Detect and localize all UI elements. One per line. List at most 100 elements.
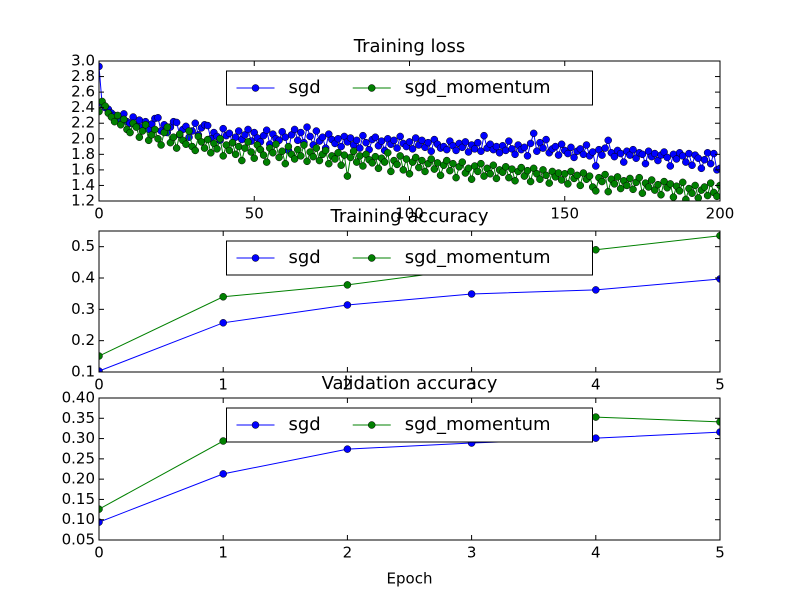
marker — [352, 136, 361, 145]
marker — [672, 155, 681, 163]
marker — [529, 129, 538, 138]
x-tick-label: 4 — [591, 376, 601, 394]
series-line — [99, 431, 720, 523]
legend: sgd sgd_momentum — [226, 240, 593, 276]
plot-area — [99, 62, 720, 201]
marker — [604, 136, 612, 145]
marker — [545, 179, 553, 187]
marker — [688, 161, 696, 169]
marker — [101, 102, 109, 110]
y-tick-label: 0.35 — [62, 409, 95, 427]
marker — [610, 180, 619, 188]
marker — [579, 150, 588, 159]
legend-marker — [367, 421, 376, 429]
marker — [474, 138, 482, 147]
marker — [523, 166, 532, 175]
marker — [297, 152, 305, 160]
marker — [356, 144, 364, 152]
marker — [477, 147, 485, 155]
x-tick-label: 1 — [218, 376, 228, 394]
marker — [269, 149, 277, 157]
marker — [492, 142, 501, 151]
marker — [306, 132, 314, 141]
marker — [700, 183, 709, 191]
marker — [352, 158, 361, 166]
legend-marker — [251, 84, 260, 92]
marker — [247, 148, 255, 156]
x-axis-label: Epoch — [387, 570, 433, 588]
marker — [474, 167, 482, 176]
marker — [393, 160, 401, 169]
marker — [641, 159, 650, 168]
marker — [182, 140, 190, 148]
marker — [99, 107, 103, 116]
marker — [99, 367, 103, 372]
marker — [191, 146, 200, 155]
marker — [427, 147, 435, 155]
marker — [415, 163, 423, 172]
marker — [576, 181, 585, 190]
x-tick-label: 5 — [715, 544, 725, 562]
marker — [585, 172, 594, 180]
marker — [430, 165, 439, 173]
marker — [138, 127, 147, 135]
marker — [592, 246, 600, 254]
series-line — [99, 235, 720, 357]
marker — [542, 135, 550, 144]
marker — [443, 156, 451, 165]
marker — [228, 138, 237, 147]
marker — [477, 159, 485, 168]
marker — [312, 127, 321, 135]
y-tick-label: 0.4 — [71, 269, 95, 287]
marker — [511, 177, 519, 185]
legend-marker — [367, 254, 376, 262]
marker — [281, 133, 290, 141]
marker — [216, 135, 224, 143]
marker — [135, 133, 144, 141]
marker — [346, 153, 355, 162]
marker — [716, 428, 720, 436]
marker — [393, 144, 401, 152]
series-line — [99, 278, 720, 372]
marker — [567, 143, 575, 152]
marker — [337, 142, 345, 151]
marker — [604, 187, 612, 196]
marker — [154, 135, 162, 143]
marker — [272, 140, 280, 148]
marker — [601, 170, 609, 179]
marker — [374, 164, 383, 173]
marker — [421, 167, 429, 176]
marker — [396, 132, 404, 141]
marker — [219, 470, 227, 478]
x-tick-label: 4 — [591, 544, 601, 562]
marker — [716, 231, 720, 240]
marker — [523, 152, 532, 160]
x-tick-label: 50 — [245, 205, 264, 223]
marker — [99, 62, 103, 71]
chart-title: Training loss — [353, 36, 466, 57]
marker — [297, 128, 305, 137]
marker — [219, 437, 227, 445]
marker — [219, 124, 227, 133]
marker — [309, 152, 317, 161]
marker — [505, 137, 513, 145]
marker — [616, 184, 625, 193]
marker — [554, 169, 563, 177]
legend: sgd sgd_momentum — [226, 407, 593, 443]
marker — [526, 177, 535, 186]
y-tick-label: 1.8 — [71, 145, 95, 163]
marker — [334, 149, 342, 157]
marker — [678, 178, 687, 187]
marker — [120, 115, 128, 124]
marker — [567, 167, 575, 176]
marker — [592, 413, 600, 421]
marker — [424, 138, 432, 147]
x-tick-label: 0 — [94, 544, 104, 562]
y-tick-label: 2.0 — [71, 129, 95, 147]
marker — [610, 152, 619, 161]
y-tick-label: 0.20 — [62, 470, 95, 488]
marker — [551, 142, 560, 151]
marker — [259, 151, 268, 159]
marker — [663, 153, 671, 162]
marker — [573, 171, 581, 180]
